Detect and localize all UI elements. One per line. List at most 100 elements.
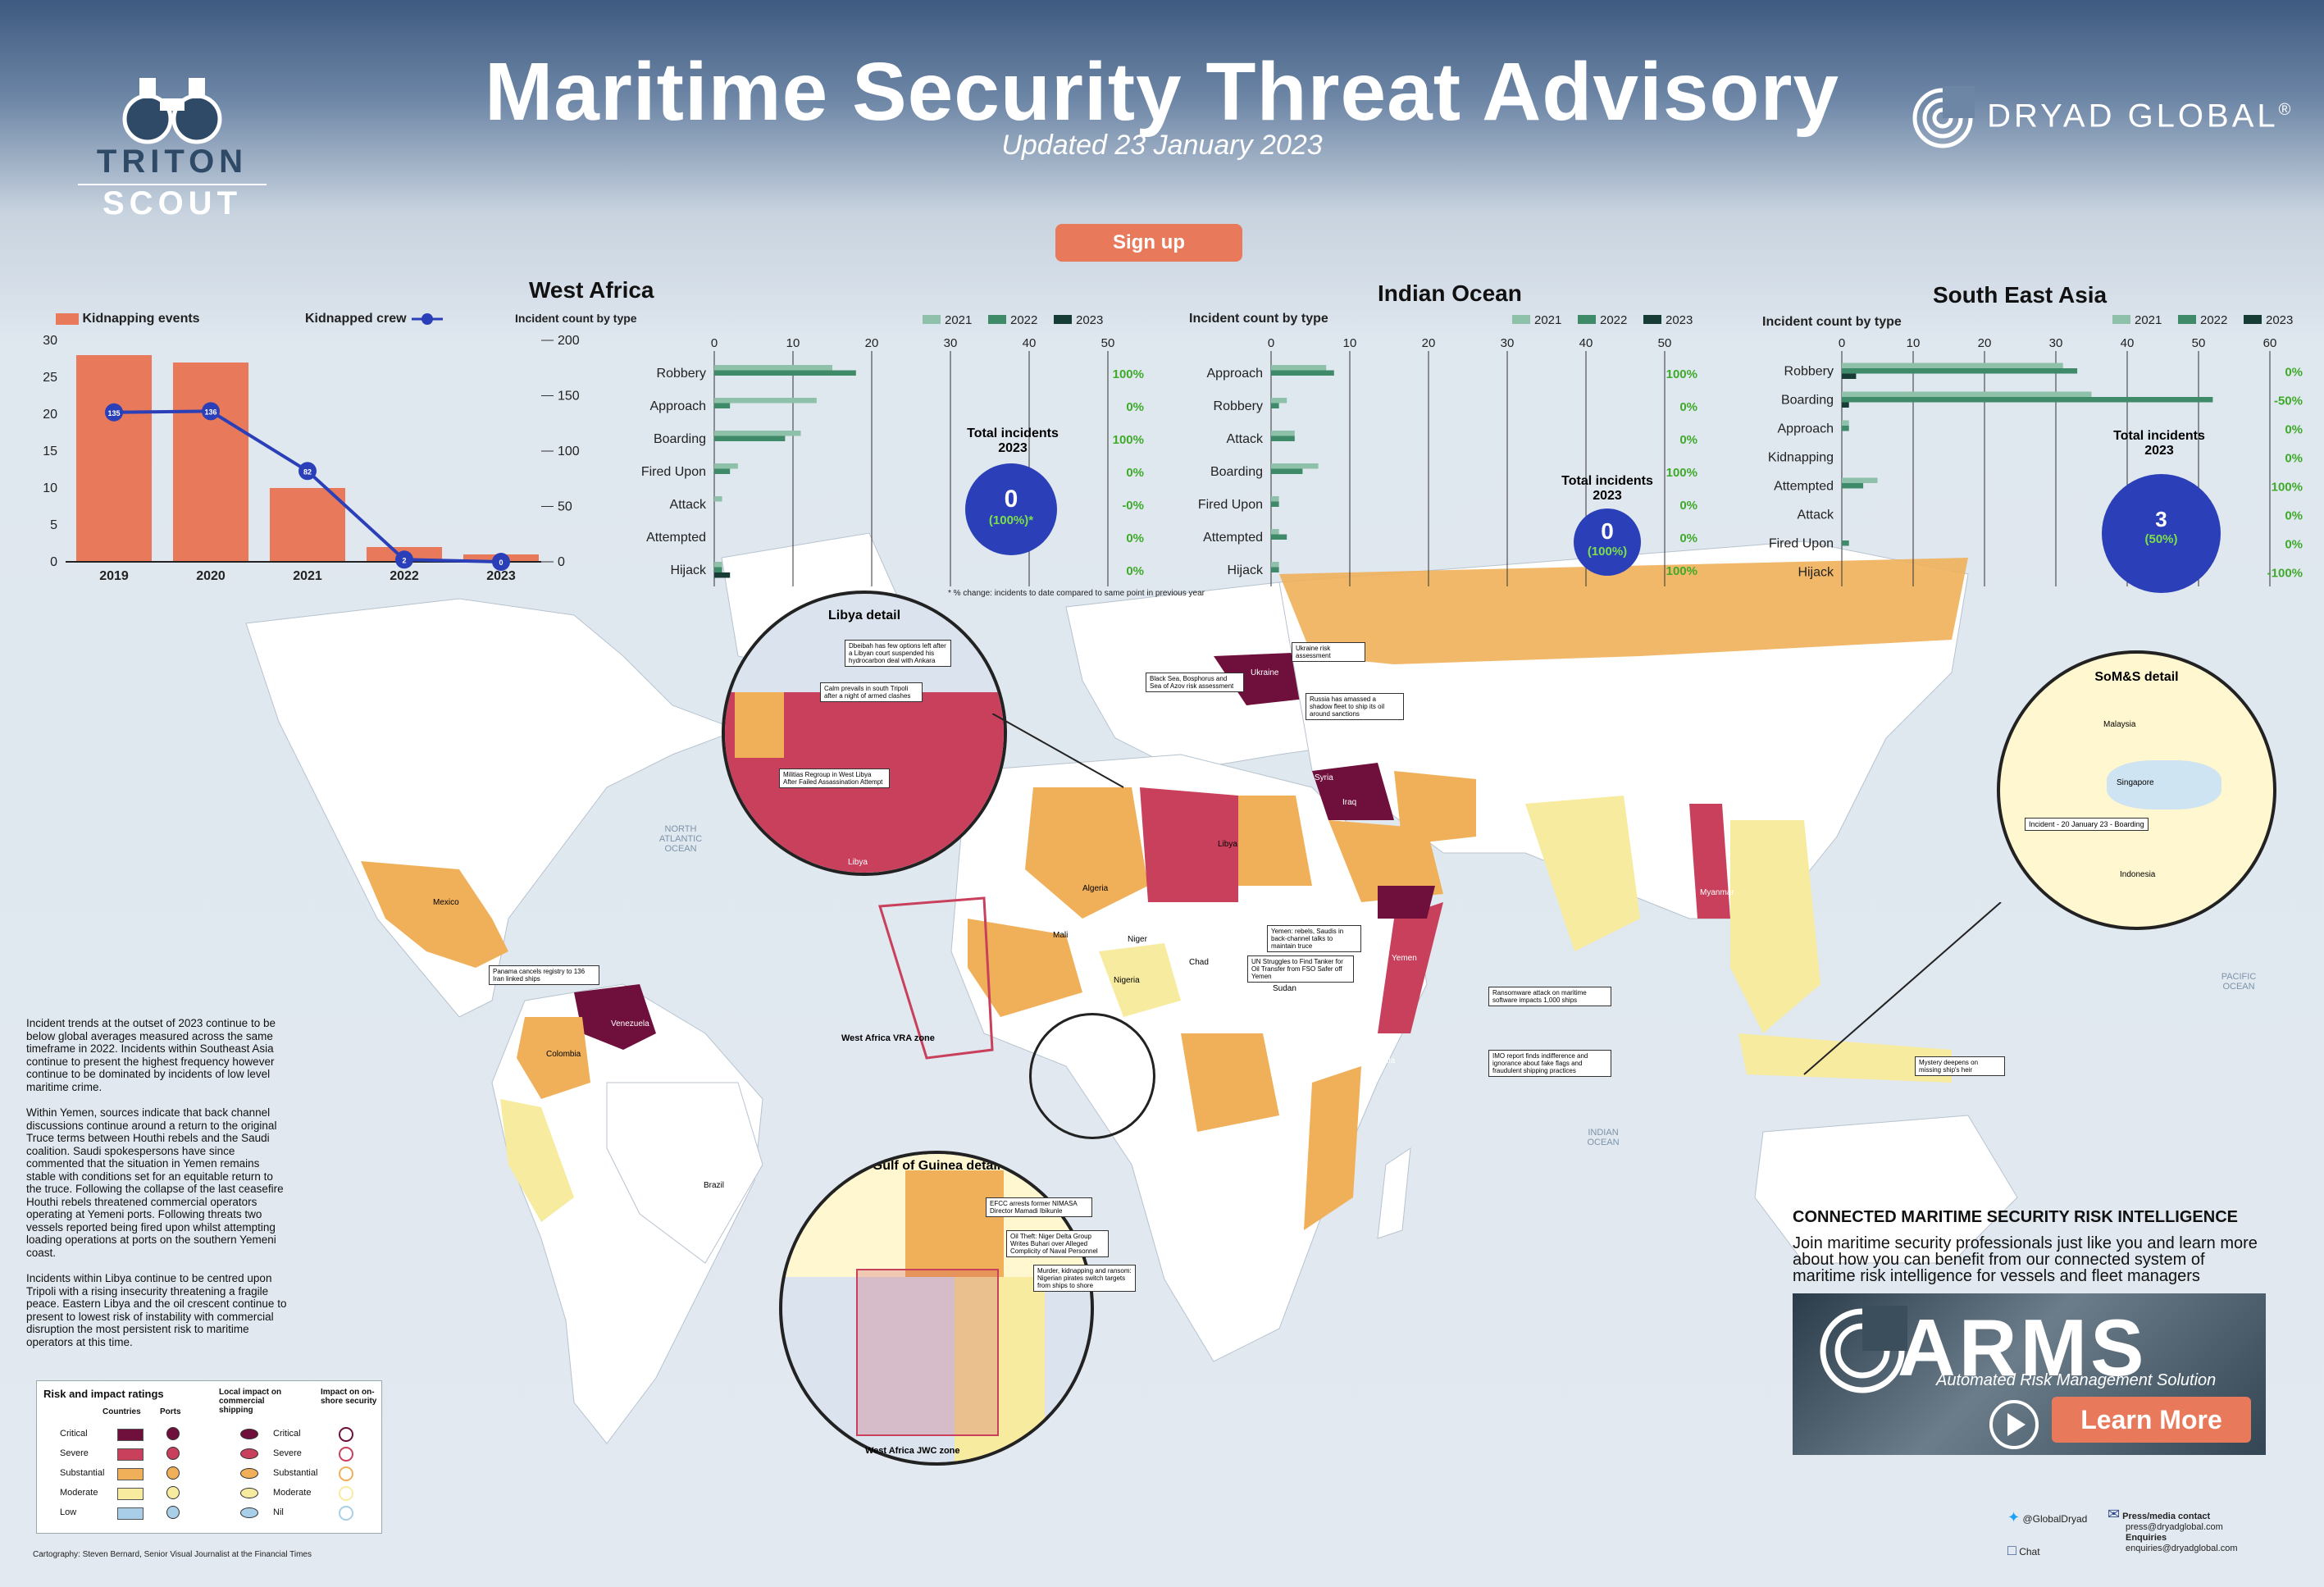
arms-subtitle: Automated Risk Management Solution — [1936, 1371, 2217, 1389]
enquiries-email[interactable]: enquiries@dryadglobal.com — [2126, 1544, 2238, 1553]
x-tick-label: 2021 — [293, 569, 322, 583]
pacific-ocean-label: PACIFIC OCEAN — [2221, 972, 2257, 992]
legend-label-2021: 2021 — [2135, 313, 2162, 327]
pct-change-label: 100% — [1666, 466, 1697, 480]
x-tick-label: 40 — [1579, 336, 1593, 350]
libya-connector — [992, 714, 1124, 788]
legend-impact-label: Nil — [273, 1507, 284, 1517]
bar-2022 — [1271, 567, 1279, 572]
x-tick-label: 10 — [1907, 336, 1921, 350]
pct-change-label: 0% — [2285, 509, 2303, 523]
bar-2022 — [1271, 436, 1295, 441]
crew-point-label: 0 — [499, 559, 503, 567]
sign-up-button[interactable]: Sign up — [1055, 224, 1242, 262]
australia-land — [1754, 1115, 2018, 1264]
legend-label-2023: 2023 — [2266, 313, 2293, 327]
x-tick-label: 30 — [944, 336, 958, 350]
learn-more-button[interactable]: Learn More — [2052, 1397, 2251, 1443]
colombia-region — [517, 1017, 590, 1099]
legend-ship-icon — [240, 1448, 258, 1459]
arms-banner[interactable]: ARMS Automated Risk Management Solution … — [1793, 1293, 2266, 1455]
india-region — [1525, 796, 1640, 951]
indian-ocean-label: INDIAN OCEAN — [1587, 1128, 1620, 1147]
y-tick-label: 15 — [43, 445, 57, 458]
x-tick-label: 2023 — [486, 569, 516, 583]
callout-yemen-talks: Yemen: rebels, Saudis in back-channel ta… — [1267, 925, 1361, 952]
pct-change-label: 0% — [2285, 423, 2303, 437]
logo-text-scout: SCOUT — [78, 184, 267, 222]
libya-inset-label: Libya — [848, 858, 868, 867]
bar-2022 — [1271, 370, 1334, 376]
legend-label-2023: 2023 — [1666, 313, 1693, 327]
callout-pirates-shore: Murder, kidnapping and ransom: Nigerian … — [1033, 1265, 1136, 1292]
algeria-region — [1025, 787, 1148, 919]
soms-connector — [1803, 902, 2002, 1075]
iran-region — [1394, 771, 1476, 845]
map-label-malaysia: Malaysia — [2103, 720, 2136, 729]
bar-2022 — [1271, 534, 1287, 540]
y-tick-label: 20 — [43, 408, 57, 422]
x-tick-label: 20 — [1422, 336, 1436, 350]
chat-link[interactable]: □ Chat — [2007, 1542, 2040, 1559]
se-asia-region — [1730, 820, 1820, 1033]
map-label-mexico: Mexico — [433, 898, 459, 907]
bar-2022 — [1842, 426, 1849, 431]
tunisia-inset-land — [735, 692, 784, 758]
x-tick-label: 20 — [865, 336, 879, 350]
x-tick-label: 40 — [2121, 336, 2135, 350]
pct-change-label: -100% — [2267, 567, 2303, 581]
twitter-link[interactable]: ✦ @GlobalDryad — [2007, 1509, 2087, 1526]
press-email[interactable]: press@dryadglobal.com — [2126, 1522, 2223, 1532]
x-tick-label: 40 — [1023, 336, 1037, 350]
gog-detail-title: Gulf of Guinea detail — [872, 1159, 1001, 1173]
pct-change-label: 0% — [2285, 538, 2303, 552]
indian-ocean-type-chart: 2021 2022 2023 0 10 20 30 40 50 Approach 100% Robbe… — [1198, 313, 1697, 586]
crew-legend-swatch — [412, 312, 444, 325]
summary-paragraph: Incident trends at the outset of 2023 co… — [26, 1017, 276, 1093]
map-label-brazil: Brazil — [704, 1181, 725, 1190]
legend-row: Low Nil — [43, 1505, 371, 1521]
legend-row: Substantial Substantial — [43, 1466, 371, 1482]
callout-imo-report: IMO report finds indifference and ignora… — [1488, 1050, 1611, 1077]
x-tick-label: 10 — [786, 336, 800, 350]
y2-tick-label: 0 — [558, 555, 565, 569]
legend-swatch-2023 — [1054, 315, 1072, 324]
bar-2021 — [1842, 363, 2063, 368]
category-label: Robbery — [1214, 399, 1263, 413]
io-total-label: Total incidents 2023 — [1561, 474, 1653, 503]
bar-2022 — [1271, 468, 1303, 474]
category-label: Hijack — [670, 563, 707, 577]
bar-2021 — [1271, 562, 1279, 568]
dryad-swirl-icon — [1912, 86, 1975, 148]
bar-2021 — [1271, 365, 1327, 371]
legend-col-countries: Countries — [103, 1407, 141, 1416]
vra-zone-label: West Africa VRA zone — [841, 1033, 935, 1043]
x-tick-label: 50 — [1658, 336, 1672, 350]
bar-2021 — [714, 431, 801, 436]
legend-country-swatch — [117, 1488, 144, 1500]
callout-fso-safer: UN Struggles to Find Tanker for Oil Tran… — [1247, 955, 1354, 983]
legend-swatch-2023 — [1643, 315, 1661, 324]
play-icon[interactable] — [1988, 1398, 2040, 1451]
category-label: Fired Upon — [641, 465, 706, 479]
y-tick-label: 10 — [43, 481, 57, 495]
callout-oil-theft: Oil Theft: Niger Delta Group Writes Buha… — [1006, 1230, 1109, 1257]
legend-port-icon — [166, 1447, 180, 1460]
madagascar-land — [1377, 1147, 1411, 1239]
bar-2022 — [1842, 540, 1849, 546]
legend-col-local: Local impact on commercial shipping — [219, 1388, 282, 1415]
russia-region — [1279, 558, 1968, 664]
wa-total-value: 0 — [1004, 486, 1018, 513]
gog-inset-cameroon — [955, 1277, 1045, 1462]
north-atlantic-label: NORTH ATLANTIC OCEAN — [658, 824, 703, 854]
jwc-zone-label: West Africa JWC zone — [865, 1446, 960, 1456]
brazil-region — [606, 1082, 763, 1264]
bar-2023 — [714, 572, 731, 578]
bar-2022 — [1842, 397, 2213, 403]
pct-change-label: 0% — [1679, 499, 1697, 513]
kidnap-legend-swatch — [56, 312, 79, 325]
west-africa-coast-region — [968, 919, 1082, 1017]
bar-2023 — [1842, 402, 1849, 408]
sea-total-badge: 3 (50%) — [2102, 474, 2221, 593]
